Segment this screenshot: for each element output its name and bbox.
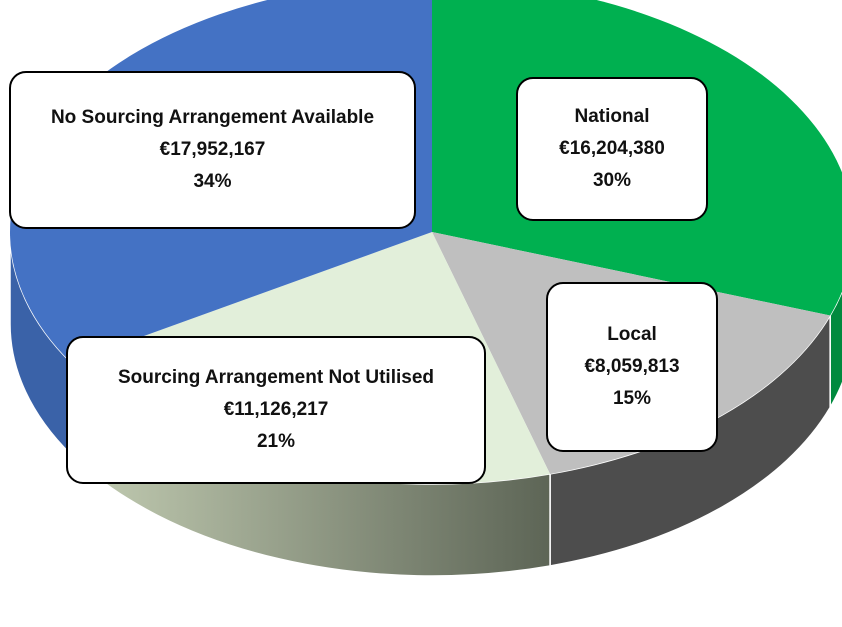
percentage-label: 21% <box>257 431 295 452</box>
category-label: Sourcing Arrangement Not Utilised <box>118 367 434 388</box>
category-label: No Sourcing Arrangement Available <box>51 107 374 128</box>
value-label: €16,204,380 <box>559 138 665 159</box>
label-box <box>546 282 718 452</box>
label-box <box>9 71 416 229</box>
percentage-label: 30% <box>593 170 631 191</box>
value-label: €17,952,167 <box>160 139 266 160</box>
data-label: Sourcing Arrangement Not Utilised €11,126… <box>66 336 486 484</box>
label-box <box>516 77 708 221</box>
category-label: Local <box>607 324 657 345</box>
value-label: €8,059,813 <box>584 356 679 377</box>
label-box <box>66 336 486 484</box>
value-label: €11,126,217 <box>224 399 329 420</box>
data-label: Local €8,059,813 15% <box>546 282 718 452</box>
percentage-label: 34% <box>193 171 231 192</box>
data-label: No Sourcing Arrangement Available €17,952… <box>9 71 416 229</box>
data-label: National €16,204,380 30% <box>516 77 708 221</box>
percentage-label: 15% <box>613 388 651 409</box>
category-label: National <box>575 106 650 127</box>
